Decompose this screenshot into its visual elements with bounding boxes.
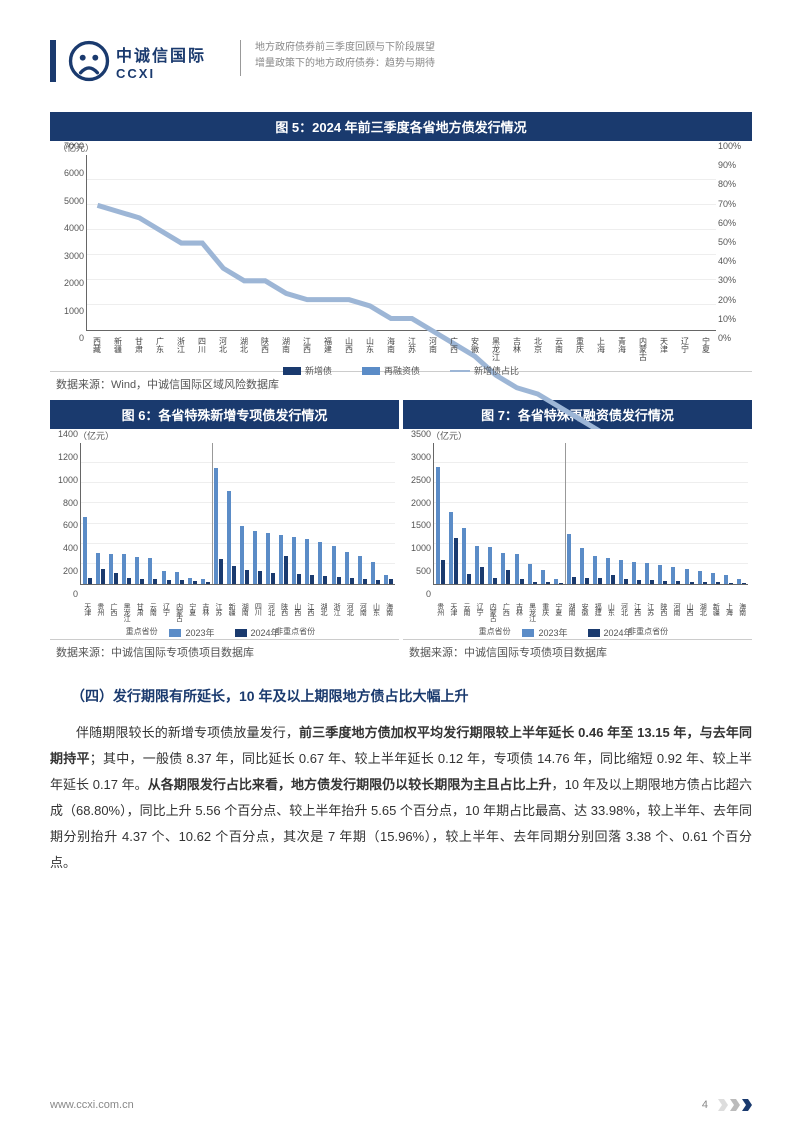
footer-chevrons-icon <box>718 1099 752 1111</box>
fig7-legend-2024: 2024年 <box>588 626 633 639</box>
legend-new-debt: 新增债 <box>283 364 332 377</box>
logo-en: CCXI <box>116 66 206 81</box>
fig6-unit: （亿元） <box>78 429 114 442</box>
legend-ratio: 新增债占比 <box>450 364 519 377</box>
figure-6-chart: （亿元） 1400120010008006004002000 天津贵州广西黑龙江… <box>50 429 399 639</box>
fig6-y-ticks: 1400120010008006004002000 <box>50 429 78 599</box>
fig6-bars <box>81 443 395 584</box>
fig5-y-right-ticks: 100%90%80%70%60%50%40%30%20%10%0% <box>718 141 752 343</box>
body-text: （四）发行期限有所延长，10 年及以上期限地方债占比大幅上升 伴随期限较长的新增… <box>50 682 752 876</box>
fig6-legend: 2023年 2024年 <box>50 626 399 639</box>
fig6-source: 数据来源：中诚信国际专项债项目数据库 <box>50 639 399 664</box>
page-header: 中诚信国际 CCXI 地方政府债券前三季度回顾与下阶段展望 增量政策下的地方政府… <box>50 40 752 82</box>
paragraph-1: 伴随期限较长的新增专项债放量发行，前三季度地方债加权平均发行期限较上半年延长 0… <box>50 720 752 876</box>
fig5-plot-area <box>86 155 716 331</box>
fig5-bars <box>87 155 716 330</box>
figure-6-title: 图 6：各省特殊新增专项债发行情况 <box>50 400 399 429</box>
fig7-x-categories: 贵州天津云南辽宁内蒙古广西吉林黑龙江重庆宁夏湖南安徽福建山东河北江西江苏陕西河南… <box>433 603 748 621</box>
figure-7: 图 7：各省特殊再融资债发行情况 （亿元） 350030002500200015… <box>403 400 752 664</box>
header-divider <box>240 40 241 76</box>
fig7-y-ticks: 3500300025002000150010005000 <box>403 429 431 599</box>
figure-5-title: 图 5：2024 年前三季度各省地方债发行情况 <box>50 112 752 141</box>
fig6-x-categories: 天津贵州广西黑龙江甘肃云南辽宁内蒙古宁夏吉林江苏新疆湖南四川河北陕西山西江西湖北… <box>80 603 395 621</box>
section-4-title: （四）发行期限有所延长，10 年及以上期限地方债占比大幅上升 <box>50 682 752 710</box>
page-footer: www.ccxi.com.cn 4 <box>50 1099 752 1111</box>
fig6-legend-2024: 2024年 <box>235 626 280 639</box>
fig7-plot-area <box>433 443 748 585</box>
page-number: 4 <box>702 1099 708 1111</box>
fig7-bars <box>434 443 748 584</box>
fig7-legend-2023: 2023年 <box>522 626 567 639</box>
header-meta-line2: 增量政策下的地方政府债券：趋势与期待 <box>255 56 435 72</box>
logo-cn: 中诚信国际 <box>116 42 206 66</box>
figure-5-chart: （亿元） 70006000500040003000200010000 100%9… <box>50 141 752 371</box>
fig5-y-left-ticks: 70006000500040003000200010000 <box>50 141 84 343</box>
header-meta: 地方政府债券前三季度回顾与下阶段展望 增量政策下的地方政府债券：趋势与期待 <box>255 40 435 72</box>
fig7-legend: 2023年 2024年 <box>403 626 752 639</box>
fig7-unit: （亿元） <box>431 429 467 442</box>
legend-refinance: 再融资债 <box>362 364 420 377</box>
figure-6-7-row: 图 6：各省特殊新增专项债发行情况 （亿元） 14001200100080060… <box>50 400 752 664</box>
logo: 中诚信国际 CCXI <box>68 40 206 82</box>
fig7-source: 数据来源：中诚信国际专项债项目数据库 <box>403 639 752 664</box>
fig6-legend-2023: 2023年 <box>169 626 214 639</box>
ccxi-logo-icon <box>68 40 110 82</box>
figure-7-title: 图 7：各省特殊再融资债发行情况 <box>403 400 752 429</box>
figure-5: 图 5：2024 年前三季度各省地方债发行情况 （亿元） 70006000500… <box>50 112 752 396</box>
footer-url: www.ccxi.com.cn <box>50 1099 134 1111</box>
fig5-x-categories: 西藏新疆甘肃广东浙江四川河北湖北陕西湖南江西福建山西山东海南江苏河南广西安徽黑龙… <box>86 337 716 361</box>
fig6-plot-area <box>80 443 395 585</box>
figure-7-chart: （亿元） 3500300025002000150010005000 贵州天津云南… <box>403 429 752 639</box>
header-meta-line1: 地方政府债券前三季度回顾与下阶段展望 <box>255 40 435 56</box>
fig5-legend: 新增债 再融资债 新增债占比 <box>50 364 752 377</box>
figure-6: 图 6：各省特殊新增专项债发行情况 （亿元） 14001200100080060… <box>50 400 399 664</box>
